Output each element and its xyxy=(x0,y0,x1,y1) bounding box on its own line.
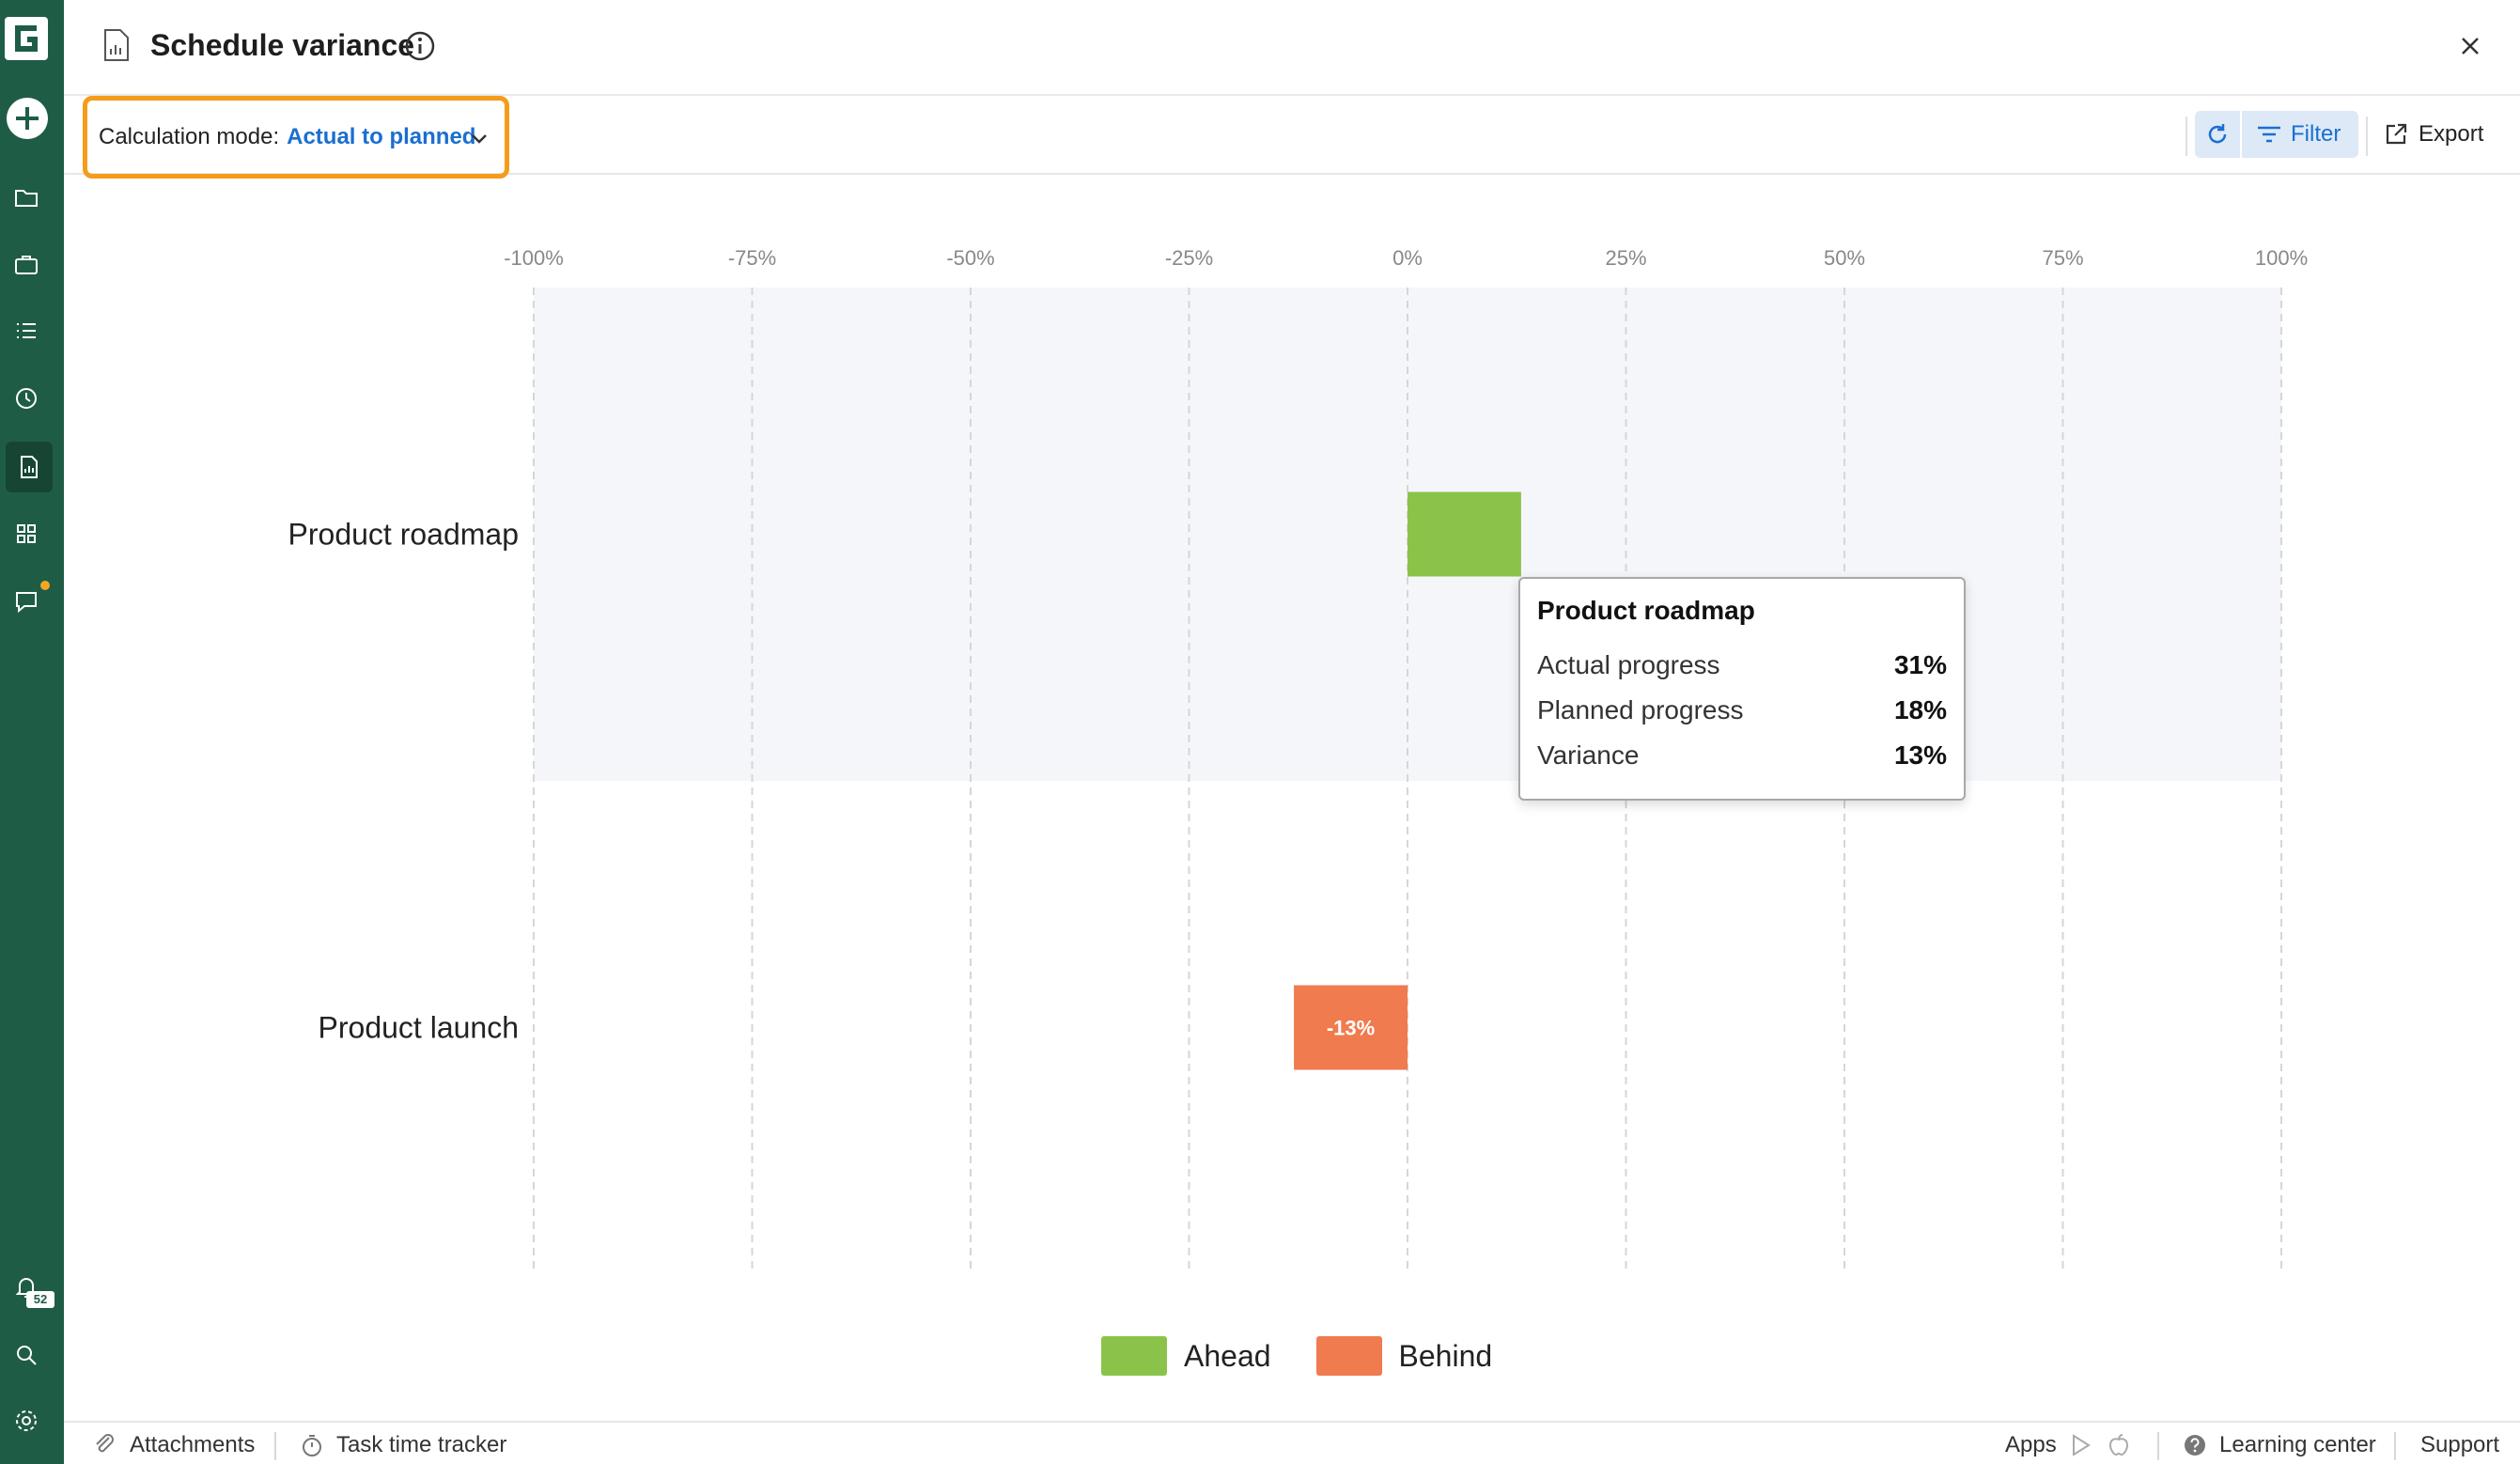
tooltip-row: Variance 13% xyxy=(1537,740,1947,786)
tooltip-title: Product roadmap xyxy=(1537,596,1755,625)
legend-item-behind[interactable]: Behind xyxy=(1315,1336,1493,1376)
x-tick-label: 75% xyxy=(2042,246,2083,270)
filter-button[interactable]: Filter xyxy=(2242,111,2358,158)
search-icon[interactable] xyxy=(9,1338,43,1372)
export-icon xyxy=(2386,123,2407,145)
tooltip-key: Planned progress xyxy=(1537,695,1744,724)
bar-value-label: -13% xyxy=(1327,1017,1375,1040)
tooltip-key: Actual progress xyxy=(1537,650,1720,679)
play-store-icon xyxy=(2072,1434,2091,1456)
task-time-tracker-label: Task time tracker xyxy=(336,1432,507,1457)
legend-swatch-behind xyxy=(1315,1336,1382,1376)
footer-divider xyxy=(2394,1432,2396,1460)
briefcase-icon[interactable] xyxy=(9,248,43,282)
support-link[interactable]: Support xyxy=(2420,1432,2499,1458)
legend-label-behind: Behind xyxy=(1398,1338,1493,1373)
category-label: Product launch xyxy=(319,1011,519,1045)
legend-label-ahead: Ahead xyxy=(1184,1338,1271,1373)
notification-dot xyxy=(40,581,50,590)
x-tick-label: 100% xyxy=(2255,246,2308,270)
learning-center-label: Learning center xyxy=(2219,1432,2376,1457)
footer-bar: Attachments Task time tracker Apps Learn… xyxy=(64,1421,2520,1464)
tooltip-value: 31% xyxy=(1893,650,1947,679)
app-rail: 52 xyxy=(0,0,64,1464)
x-tick-label: 0% xyxy=(1392,246,1423,270)
toolbar-divider xyxy=(2366,117,2368,156)
tooltip-value: 18% xyxy=(1893,695,1947,724)
apple-icon xyxy=(2108,1434,2128,1456)
x-tick-label: -50% xyxy=(946,246,994,270)
report-doc-icon xyxy=(104,29,129,61)
x-tick-label: 50% xyxy=(1824,246,1865,270)
export-label: Export xyxy=(2419,121,2484,147)
grid-icon[interactable] xyxy=(9,517,43,551)
support-label: Support xyxy=(2420,1432,2500,1457)
clock-icon[interactable] xyxy=(9,382,43,415)
calculation-mode-label: Calculation mode: xyxy=(99,124,280,149)
stopwatch-icon xyxy=(303,1435,321,1456)
attachments-link[interactable]: Attachments xyxy=(92,1432,255,1458)
toolbar-divider xyxy=(2186,117,2187,156)
export-button[interactable]: Export xyxy=(2377,111,2499,158)
filter-icon xyxy=(2258,126,2280,143)
calculation-mode-dropdown[interactable]: Calculation mode: Actual to planned xyxy=(83,96,509,179)
x-tick-label: -25% xyxy=(1165,246,1213,270)
chat-icon[interactable] xyxy=(9,584,43,618)
x-tick-label: -75% xyxy=(728,246,776,270)
bar-tooltip: Product roadmap Actual progress 31% Plan… xyxy=(1518,577,1966,801)
chevron-down-icon xyxy=(472,134,487,144)
logo-icon[interactable] xyxy=(5,17,48,60)
calculation-mode-value: Actual to planned xyxy=(287,124,476,149)
category-label: Product roadmap xyxy=(288,518,519,552)
toolbar: Calculation mode: Actual to planned Filt… xyxy=(64,96,2520,179)
variance-bar[interactable] xyxy=(1408,491,1521,577)
tooltip-row: Planned progress 18% xyxy=(1537,695,1947,740)
folder-icon[interactable] xyxy=(9,180,43,214)
close-icon[interactable] xyxy=(2456,32,2484,60)
learning-center-link[interactable]: Learning center xyxy=(2182,1432,2376,1458)
apps-link[interactable]: Apps xyxy=(2005,1432,2143,1458)
apps-label: Apps xyxy=(2005,1432,2057,1457)
page-header: Schedule variance xyxy=(64,0,2520,96)
attachments-label: Attachments xyxy=(130,1432,256,1457)
notification-count-badge: 52 xyxy=(26,1291,54,1308)
footer-divider xyxy=(2157,1432,2159,1460)
chart-legend: Ahead Behind xyxy=(1101,1336,1537,1376)
paperclip-icon xyxy=(96,1434,114,1453)
refresh-button[interactable] xyxy=(2195,111,2240,158)
gear-icon[interactable] xyxy=(9,1404,43,1438)
list-icon[interactable] xyxy=(9,314,43,348)
x-tick-label: -100% xyxy=(504,246,564,270)
tooltip-value: 13% xyxy=(1893,740,1947,770)
plus-icon[interactable] xyxy=(7,98,48,139)
task-time-tracker-link[interactable]: Task time tracker xyxy=(299,1432,506,1458)
tooltip-key: Variance xyxy=(1537,740,1640,770)
help-icon xyxy=(2185,1435,2205,1456)
footer-divider xyxy=(274,1432,276,1460)
info-icon[interactable] xyxy=(404,30,436,62)
x-tick-label: 25% xyxy=(1605,246,1646,270)
legend-swatch-ahead xyxy=(1101,1336,1167,1376)
page-title: Schedule variance xyxy=(150,28,415,62)
tooltip-row: Actual progress 31% xyxy=(1537,650,1947,695)
report-icon[interactable] xyxy=(6,442,53,492)
legend-item-ahead[interactable]: Ahead xyxy=(1101,1336,1271,1376)
variance-bar[interactable] xyxy=(1294,985,1408,1070)
filter-label: Filter xyxy=(2291,121,2341,147)
refresh-icon xyxy=(2208,124,2227,144)
